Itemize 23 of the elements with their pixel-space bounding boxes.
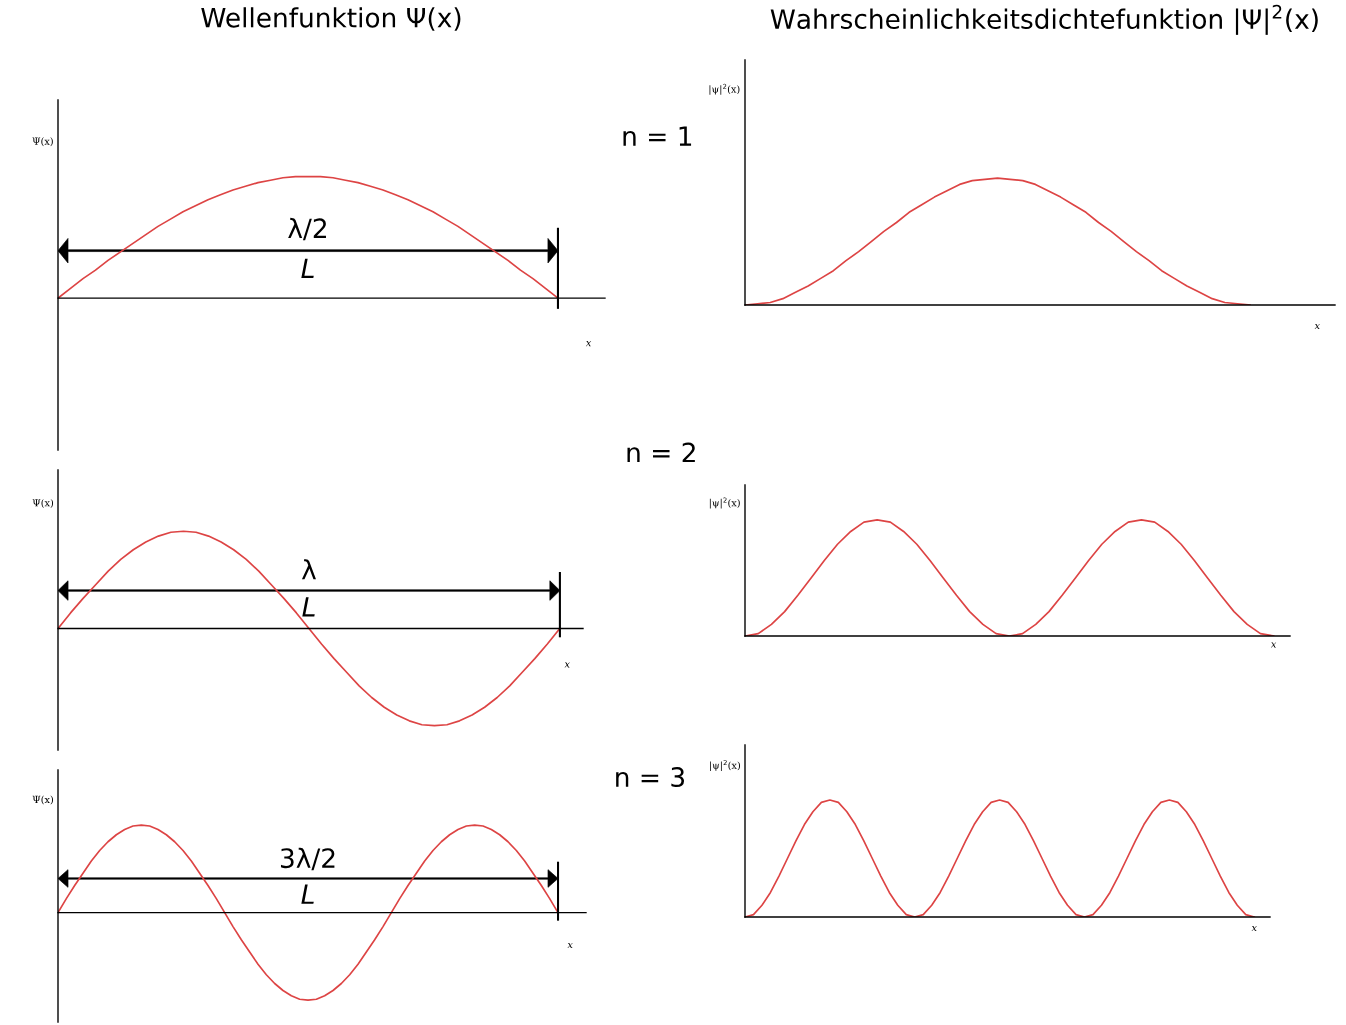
annotation: L — [301, 258, 314, 279]
chart-title: Wellenfunktion Ψ(x) — [201, 7, 461, 31]
text: n = 1 — [623, 126, 692, 146]
annotation: L — [302, 597, 315, 617]
text: n = 3 — [616, 767, 685, 788]
x-axis-title: x — [567, 942, 573, 948]
y-axis-title: Ψ(x) — [32, 498, 54, 508]
y-axis-title: Ψ(x) — [32, 137, 53, 147]
chart-title: Wahrscheinlichkeitsdichtefunktion |Ψ|$^{2}$(x) — [770, 4, 1318, 35]
annotation: L — [301, 884, 314, 904]
annotation: 3λ/2 — [280, 847, 335, 871]
x-axis-title: x — [564, 662, 570, 668]
x-axis-title: x — [1251, 926, 1257, 932]
annotation: λ — [301, 559, 316, 580]
x-axis-title: x — [1314, 323, 1320, 329]
y-axis-title: |ψ|$^{2}$(x) — [710, 760, 740, 772]
x-axis-title: x — [585, 341, 592, 347]
y-axis-title: |ψ|$^{2}$(x) — [709, 497, 740, 509]
y-axis-title: |ψ|$^{2}$(x) — [709, 83, 740, 95]
text: n = 2 — [627, 442, 695, 463]
x-axis-title: x — [1270, 642, 1277, 648]
y-axis-title: Ψ(x) — [32, 795, 54, 805]
annotation: λ/2 — [288, 217, 326, 241]
